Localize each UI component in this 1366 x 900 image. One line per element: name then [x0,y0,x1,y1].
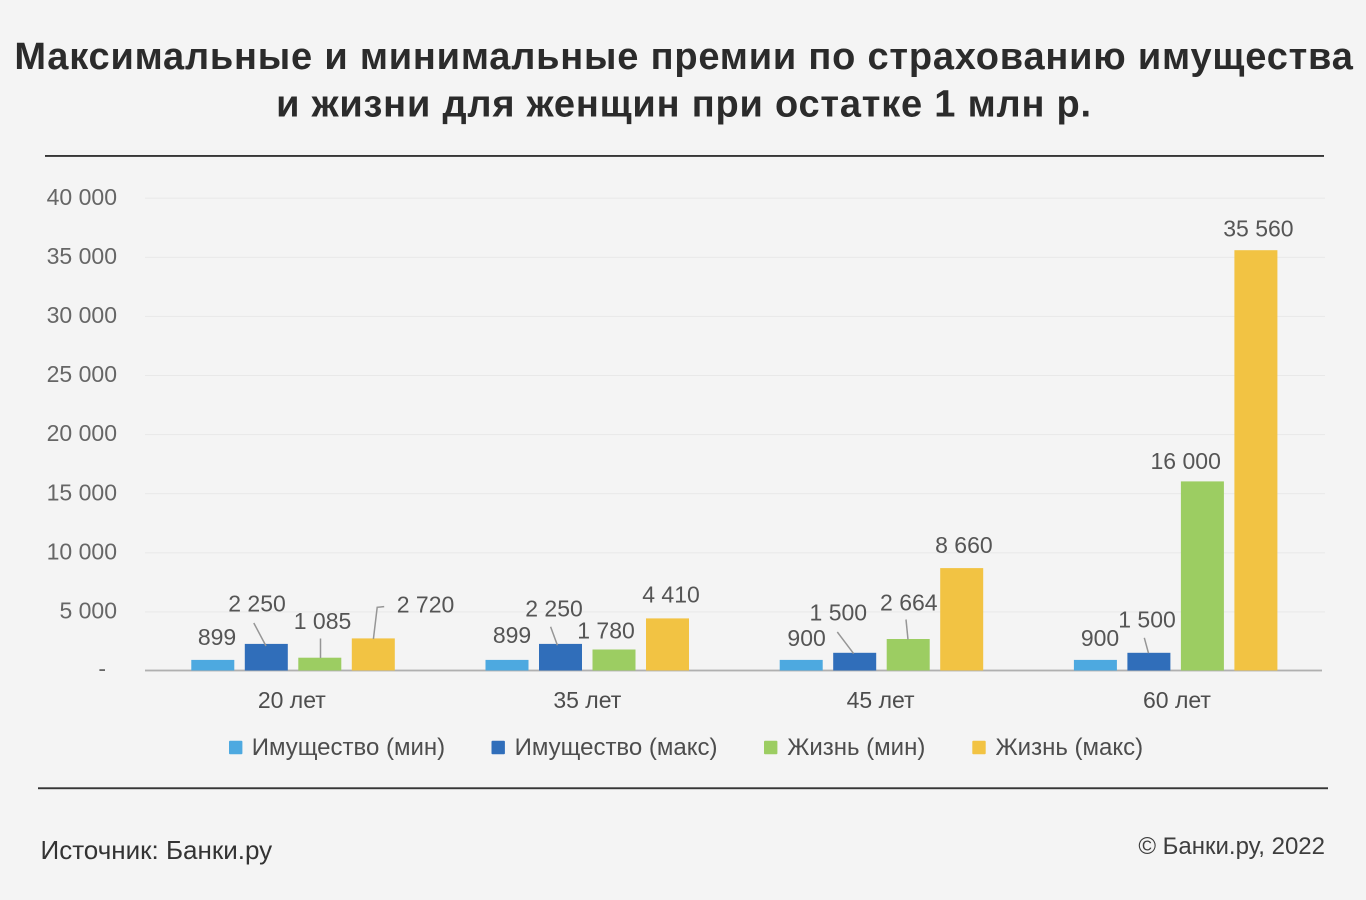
svg-text:Источник: Банки.ру: Источник: Банки.ру [41,835,273,865]
svg-text:45 лет: 45 лет [847,687,915,713]
svg-text:899: 899 [198,624,236,650]
svg-text:2 250: 2 250 [228,591,286,617]
svg-text:899: 899 [493,622,531,648]
svg-text:900: 900 [1081,625,1119,651]
svg-text:35 лет: 35 лет [553,687,621,713]
svg-text:2 250: 2 250 [525,596,583,622]
svg-text:30 000: 30 000 [47,302,117,328]
svg-text:Жизнь (мин): Жизнь (мин) [787,734,925,761]
svg-text:25 000: 25 000 [47,361,117,387]
svg-text:1 500: 1 500 [810,599,868,625]
svg-text:Жизнь (макс): Жизнь (макс) [996,734,1144,761]
svg-text:15 000: 15 000 [47,479,117,505]
svg-text:20 лет: 20 лет [258,687,326,713]
svg-text:16 000: 16 000 [1151,448,1221,474]
svg-text:1 500: 1 500 [1118,607,1176,633]
svg-text:35 000: 35 000 [47,243,117,269]
svg-text:2 664: 2 664 [880,590,938,616]
svg-text:40 000: 40 000 [47,184,117,210]
svg-text:10 000: 10 000 [47,538,117,564]
svg-text:900: 900 [787,625,825,651]
svg-text:Максимальные и минимальные пре: Максимальные и минимальные премии по стр… [14,36,1353,78]
svg-text:8 660: 8 660 [935,532,993,558]
svg-text:60 лет: 60 лет [1143,687,1211,713]
svg-text:Имущество (мин): Имущество (мин) [252,734,445,761]
svg-text:4 410: 4 410 [642,582,700,608]
svg-text:35 560: 35 560 [1223,216,1293,242]
svg-text:и жизни для женщин при остатке: и жизни для женщин при остатке 1 млн р. [276,84,1092,126]
svg-text:© Банки.ру, 2022: © Банки.ру, 2022 [1138,833,1325,860]
svg-text:2 720: 2 720 [397,592,455,618]
svg-text:1 780: 1 780 [577,618,635,644]
svg-text:Имущество (макс): Имущество (макс) [515,734,718,761]
svg-text:5 000: 5 000 [59,598,117,624]
svg-text:-: - [98,655,106,681]
svg-text:1 085: 1 085 [294,608,352,634]
svg-text:20 000: 20 000 [47,420,117,446]
